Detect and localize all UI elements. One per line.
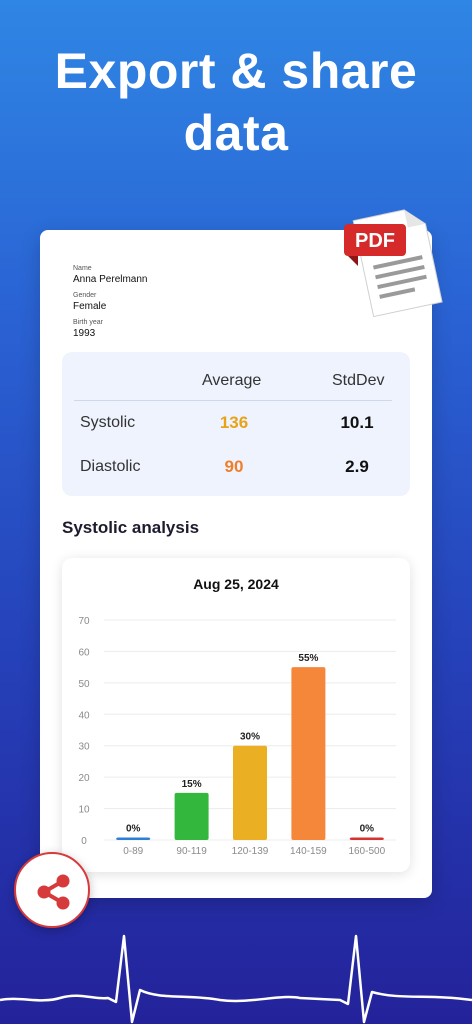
bar: [233, 745, 267, 840]
bar: [291, 667, 326, 840]
y-tick-label: 0: [81, 836, 87, 847]
x-tick-label: 140-159: [290, 846, 327, 857]
stats-header-stddev: StdDev: [332, 372, 385, 389]
stats-row-diastolic-stddev: 2.9: [345, 457, 369, 476]
headline-line-2: data: [183, 105, 289, 161]
bar-value-label: 55%: [298, 653, 318, 664]
bar-value-label: 0%: [126, 824, 141, 835]
bar-value-label: 0%: [360, 824, 375, 835]
stats-divider: [74, 400, 392, 401]
chart-card: Aug 25, 2024 0 10 20 30 40 50 60 70 0% 0-89 15% 90-…: [62, 558, 410, 872]
gender-value: Female: [73, 301, 107, 312]
x-tick-label: 160-500: [348, 846, 385, 857]
systolic-bar-chart: 0 10 20 30 40 50 60 70 0% 0-89 15% 90-119 30% 120-139…: [78, 616, 396, 857]
x-tick-label: 0-89: [123, 846, 143, 857]
stats-row-systolic-average: 136: [219, 413, 249, 432]
stats-table: Average StdDev Systolic 136 10.1 Diastol…: [62, 352, 410, 496]
headline-line-1: Export & share: [54, 43, 418, 99]
stats-header-average: Average: [202, 372, 262, 389]
birth-year-label: Birth year: [73, 319, 103, 326]
bar: [116, 837, 151, 840]
pdf-badge-label: PDF: [355, 230, 395, 252]
share-button[interactable]: [14, 852, 90, 928]
stats-row-systolic-stddev: 10.1: [340, 413, 374, 432]
name-value: Anna Perelmann: [73, 274, 148, 285]
bar: [349, 837, 384, 840]
y-tick-label: 40: [78, 710, 90, 721]
gender-label: Gender: [73, 292, 97, 299]
pdf-document-icon: PDF: [344, 209, 443, 318]
stats-row-diastolic-label: Diastolic: [80, 458, 141, 475]
stats-row-diastolic-average: 90: [224, 457, 244, 476]
chart-title: Aug 25, 2024: [193, 576, 279, 592]
birth-year-value: 1993: [73, 328, 96, 339]
bar: [174, 792, 209, 840]
y-tick-label: 60: [78, 647, 90, 658]
report-card: Name Anna Perelmann Gender Female Birth …: [40, 230, 432, 898]
pdf-badge: [344, 224, 406, 256]
bar-value-label: 30%: [240, 732, 260, 743]
name-label: Name: [73, 265, 92, 272]
y-tick-label: 50: [78, 679, 90, 690]
share-icon: [37, 874, 70, 910]
ecg-line: [0, 934, 472, 1024]
section-title: Systolic analysis: [62, 518, 200, 537]
headline: Export & share data: [0, 40, 472, 164]
stats-row-systolic-label: Systolic: [80, 414, 136, 431]
y-tick-label: 70: [78, 616, 90, 627]
x-tick-label: 120-139: [232, 846, 269, 857]
y-tick-label: 30: [78, 742, 90, 753]
y-tick-label: 20: [78, 773, 90, 784]
x-tick-label: 90-119: [176, 846, 207, 857]
profile-block: Name Anna Perelmann Gender Female Birth …: [73, 264, 148, 345]
y-tick-label: 10: [78, 805, 90, 816]
bar-value-label: 15%: [182, 779, 202, 790]
